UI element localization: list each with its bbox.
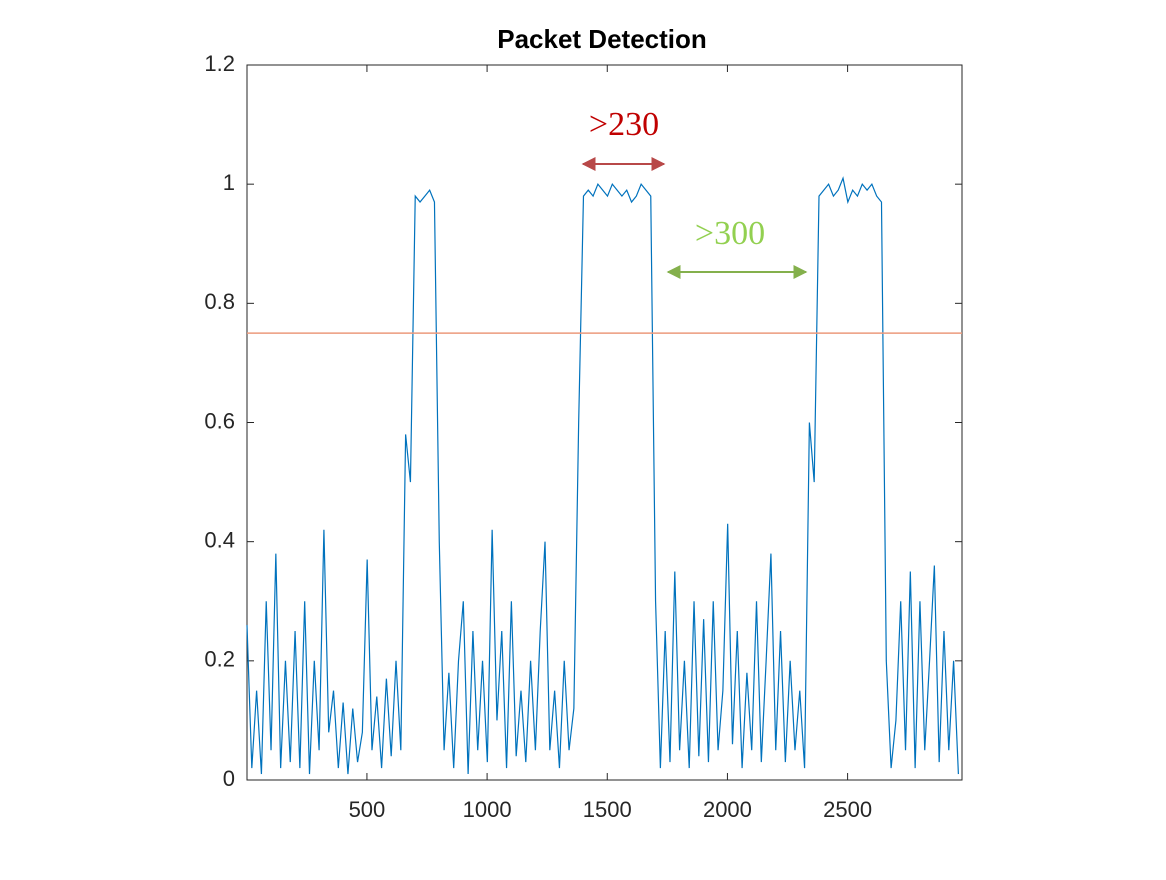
x-tick-label: 1500 — [583, 797, 632, 822]
y-tick-label: 0.2 — [204, 647, 235, 672]
y-tick-label: 0.8 — [204, 289, 235, 314]
data-line — [246, 176, 959, 775]
plot-area — [246, 64, 963, 781]
y-tick-label: 0.4 — [204, 527, 235, 552]
annotation-text: >300 — [695, 215, 765, 252]
x-tick-label: 2000 — [703, 797, 752, 822]
x-tick-label: 2500 — [823, 797, 872, 822]
y-tick-label: 0.6 — [204, 408, 235, 433]
y-tick-label: 1 — [223, 170, 235, 195]
x-tick-label: 500 — [349, 797, 386, 822]
y-tick-label: 1.2 — [204, 51, 235, 76]
annotation-text: >230 — [589, 106, 659, 143]
y-tick-label: 0 — [223, 766, 235, 791]
x-tick-label: 1000 — [463, 797, 512, 822]
chart-title: Packet Detection — [497, 24, 707, 54]
